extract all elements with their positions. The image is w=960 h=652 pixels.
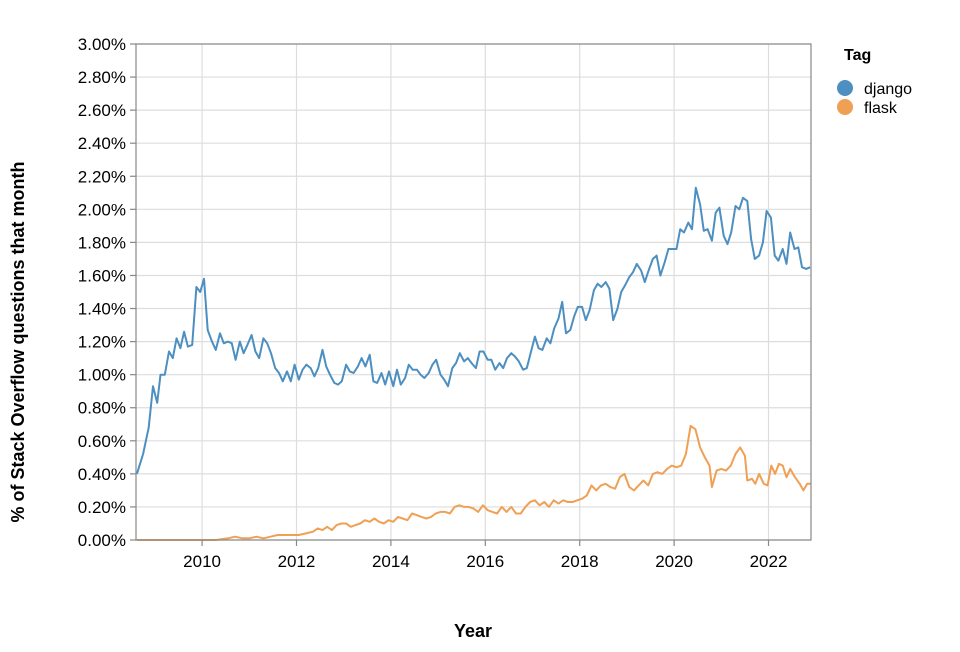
x-tick-label: 2012 <box>278 552 316 571</box>
series-lines <box>135 186 811 541</box>
y-axis-title: % of Stack Overflow questions that month <box>8 161 28 522</box>
y-axis-tick-labels: 0.00% 0.20% 0.40% 0.60% 0.80% 1.00% 1.20% 1.40%… <box>78 35 126 550</box>
legend-title: Tag <box>844 47 871 64</box>
y-tick-label: 0.20% <box>78 498 126 517</box>
y-tick-label: 1.80% <box>78 233 126 252</box>
legend-swatch-django <box>837 80 853 96</box>
x-tick-label: 2016 <box>466 552 504 571</box>
x-tick-label: 2018 <box>561 552 599 571</box>
x-axis-tick-labels: 2010 2012 2014 2016 2018 2020 2022 <box>183 552 787 571</box>
y-tick-label: 2.00% <box>78 200 126 219</box>
legend: Tag django flask <box>837 47 912 117</box>
y-tick-label: 0.00% <box>78 531 126 550</box>
y-tick-label: 1.60% <box>78 266 126 285</box>
y-tick-label: 2.40% <box>78 134 126 153</box>
x-tick-label: 2010 <box>183 552 221 571</box>
plot-frame <box>135 43 812 541</box>
series-line-flask <box>136 424 811 541</box>
x-tick-label: 2022 <box>750 552 788 571</box>
y-tick-label: 0.80% <box>78 399 126 418</box>
y-tick-label: 0.60% <box>78 432 126 451</box>
y-tick-label: 1.40% <box>78 300 126 319</box>
y-tick-label: 0.40% <box>78 465 126 484</box>
y-tick-label: 2.80% <box>78 68 126 87</box>
legend-label-django: django <box>864 81 912 98</box>
legend-label-flask: flask <box>864 100 898 117</box>
axes <box>130 43 812 546</box>
legend-swatch-flask <box>837 99 853 115</box>
y-tick-label: 2.60% <box>78 101 126 120</box>
series-line-django <box>135 186 811 475</box>
y-tick-label: 1.20% <box>78 333 126 352</box>
x-tick-label: 2014 <box>372 552 410 571</box>
y-tick-label: 1.00% <box>78 366 126 385</box>
grid <box>136 43 811 541</box>
x-tick-label: 2020 <box>655 552 693 571</box>
y-tick-label: 2.20% <box>78 167 126 186</box>
x-axis-title: Year <box>454 621 492 641</box>
y-tick-label: 3.00% <box>78 35 126 54</box>
